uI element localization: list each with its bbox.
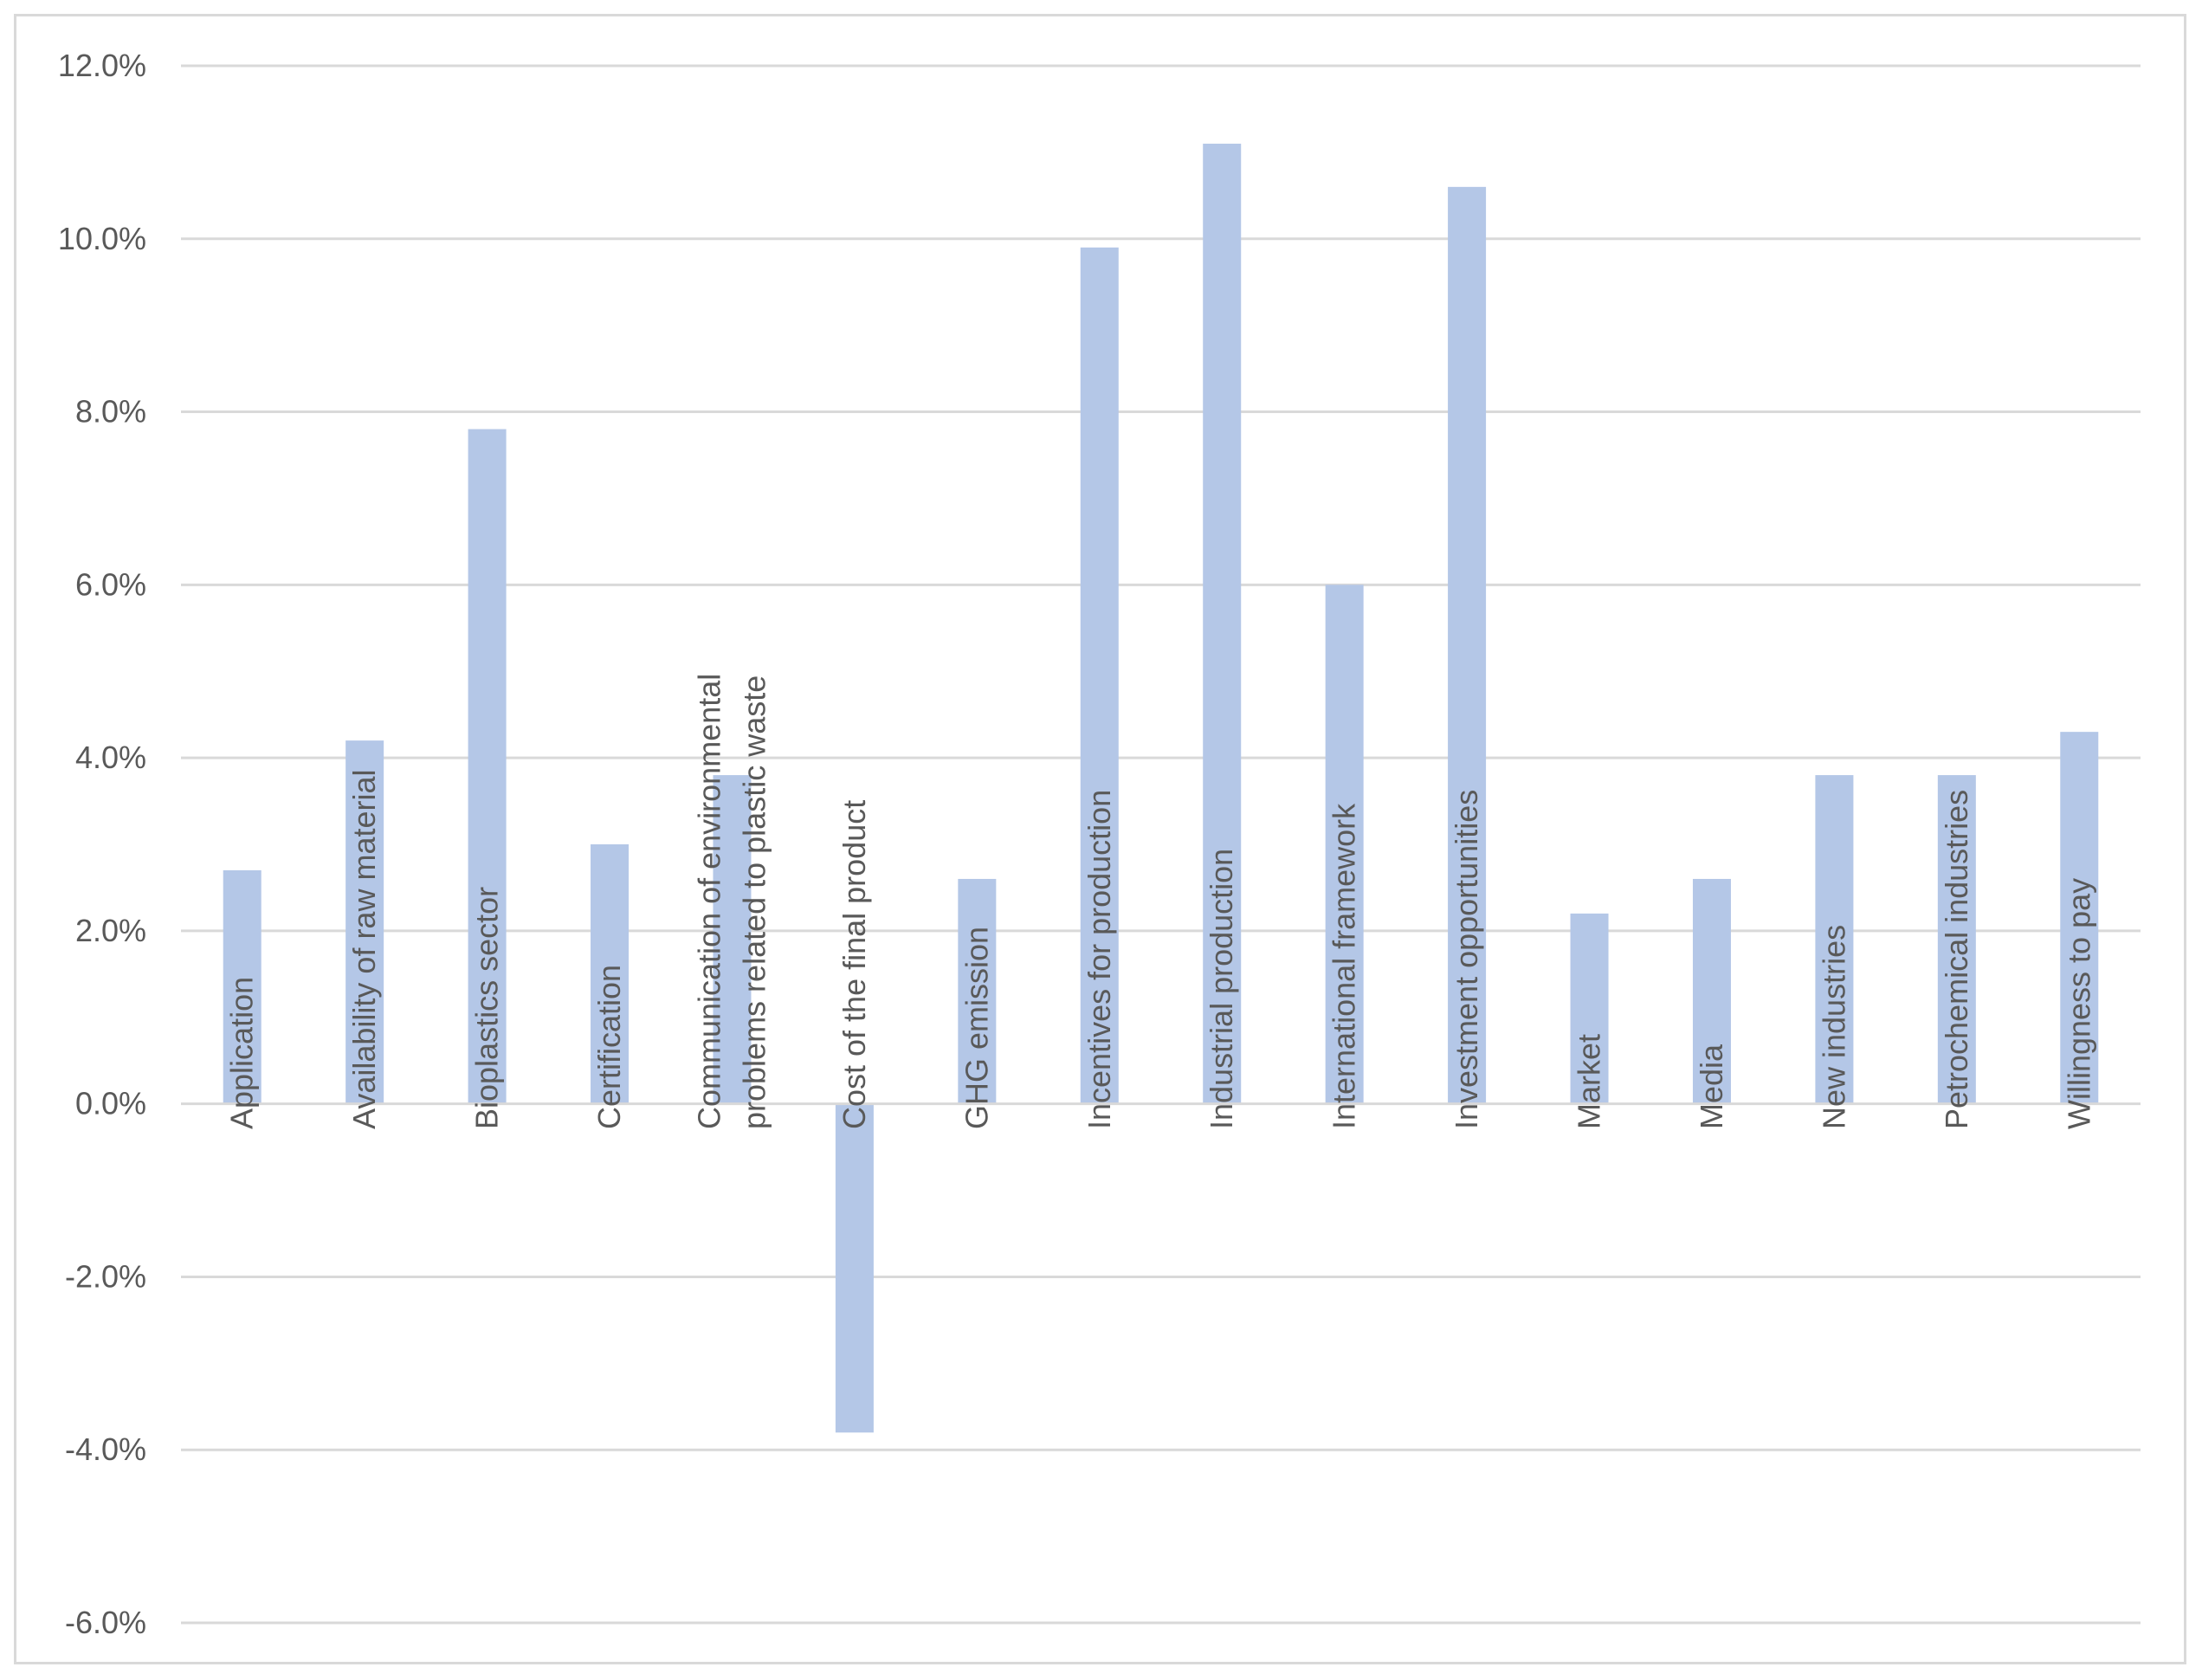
bar [591, 844, 630, 1104]
category-labels: Application Availability of raw material B… [224, 674, 2097, 1129]
category-label: Cost of the final product [836, 800, 872, 1129]
bar [1325, 585, 1364, 1104]
category-label: Incentives for production [1082, 790, 1117, 1129]
y-tick-label: 0.0% [75, 1086, 146, 1121]
category-label: New industries [1816, 925, 1851, 1129]
category-label: Bioplastics sector [469, 887, 505, 1129]
gridlines [181, 64, 2141, 1625]
bar [1815, 775, 1854, 1104]
y-tick-label: 8.0% [75, 394, 146, 430]
bar [835, 1103, 874, 1433]
bar [223, 869, 262, 1104]
bar [958, 878, 997, 1104]
bar [1080, 247, 1119, 1104]
category-label: International framework [1327, 803, 1362, 1129]
category-label: Willingness to pay [2061, 878, 2096, 1129]
y-axis-tick-labels: 12.0% 10.0% 8.0% 6.0% 4.0% 2.0% 0.0% -2.0% -4.0%… [58, 48, 146, 1640]
bar [2060, 732, 2099, 1104]
chart-frame: 12.0% 10.0% 8.0% 6.0% 4.0% 2.0% 0.0% -2.0% -4.0%… [14, 14, 2186, 1664]
bar [1692, 878, 1731, 1104]
y-tick-label: 4.0% [75, 740, 146, 775]
category-label: Availability of raw material [346, 770, 382, 1130]
bar [1570, 913, 1609, 1104]
y-tick-label: 12.0% [58, 48, 146, 83]
y-tick-label: 2.0% [75, 913, 146, 948]
y-tick-label: -4.0% [65, 1431, 146, 1467]
y-tick-label: -2.0% [65, 1258, 146, 1294]
bar [713, 775, 752, 1104]
bar [1448, 186, 1487, 1104]
bar-chart: 12.0% 10.0% 8.0% 6.0% 4.0% 2.0% 0.0% -2.0% -4.0%… [58, 48, 2141, 1640]
y-tick-label: -6.0% [65, 1605, 146, 1640]
bar [345, 740, 384, 1104]
category-label: Industrial production [1204, 849, 1239, 1129]
category-label: Media [1694, 1044, 1729, 1129]
category-label: problems related to plastic waste [736, 675, 772, 1129]
bar [1937, 775, 1976, 1104]
bar [468, 429, 507, 1104]
category-label: Communication of environmental [691, 674, 726, 1129]
category-label: Application [224, 977, 260, 1129]
bar [1203, 143, 1242, 1104]
y-tick-label: 10.0% [58, 221, 146, 256]
category-label: Petrochemical industries [1939, 790, 1974, 1129]
category-label: GHG emission [959, 927, 994, 1129]
y-tick-label: 6.0% [75, 566, 146, 602]
category-label: Investment opportunities [1449, 790, 1484, 1129]
category-label: Certification [591, 965, 627, 1129]
bars [223, 143, 2099, 1433]
category-label: Market [1572, 1034, 1607, 1129]
